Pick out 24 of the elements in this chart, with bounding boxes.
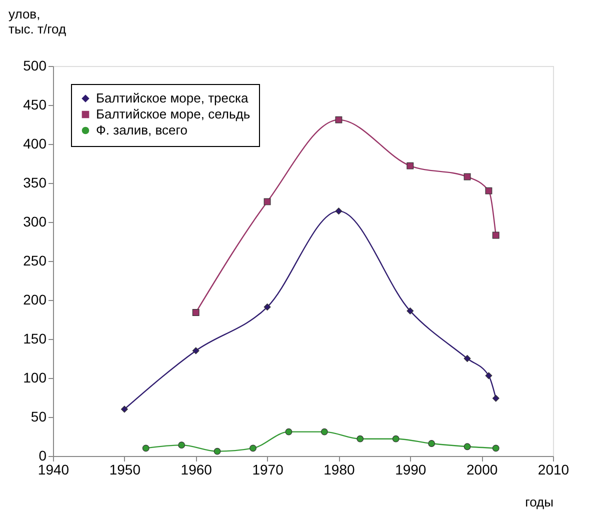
y-tick-label: 200 [23, 292, 47, 308]
y-tick-label: 150 [23, 330, 47, 346]
y-tick-label: 300 [23, 214, 47, 230]
x-tick-label: 1980 [324, 462, 355, 478]
legend-label: Ф. залив, всего [96, 122, 188, 138]
x-axis-title: годы [525, 494, 554, 510]
y-tick-label: 50 [30, 408, 47, 424]
y-tick-label: 400 [23, 136, 47, 152]
x-tick-label: 1940 [38, 462, 70, 478]
x-tick-label: 2010 [538, 462, 570, 478]
x-tick-label: 1950 [109, 462, 141, 478]
y-tick-label: 500 [23, 58, 47, 74]
x-tick-label: 2000 [466, 462, 498, 478]
x-tick-label: 1970 [252, 462, 284, 478]
legend-label: Балтийское море, треска [96, 90, 249, 106]
x-tick-label: 1960 [180, 462, 212, 478]
y-tick-label: 100 [23, 370, 47, 386]
y-axis-title: улов, тыс. т/год [8, 6, 66, 36]
y-tick-label: 350 [23, 174, 47, 190]
x-tick-label: 1990 [395, 462, 426, 478]
legend-label: Балтийское море, сельдь [96, 106, 250, 122]
y-tick-label: 0 [38, 448, 47, 464]
y-tick-label: 250 [23, 252, 47, 268]
y-tick-label: 450 [23, 96, 47, 112]
